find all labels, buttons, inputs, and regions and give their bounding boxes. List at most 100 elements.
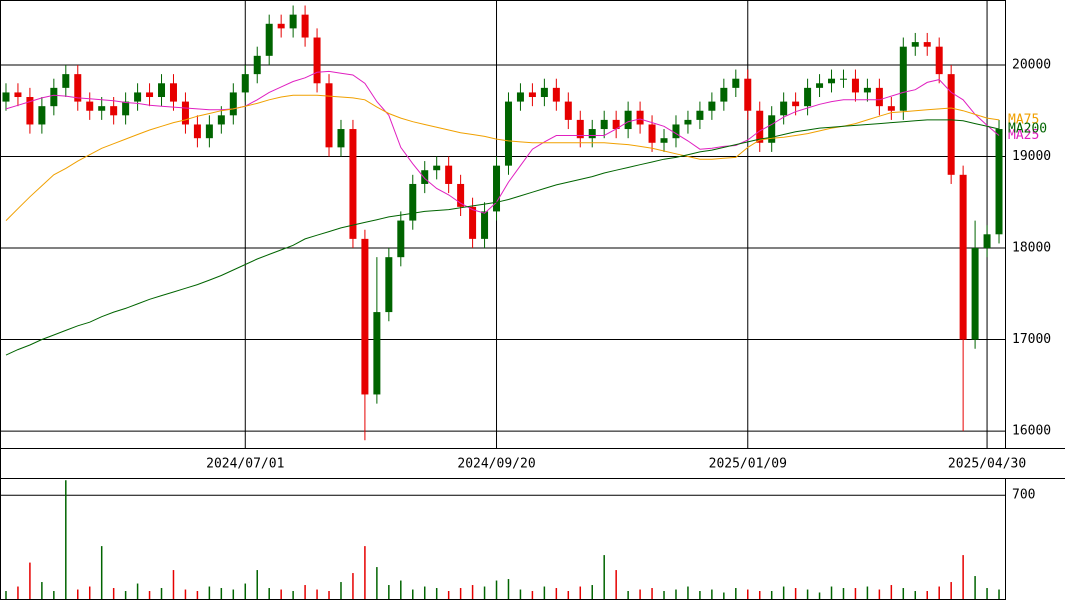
candle-body xyxy=(875,87,883,107)
candle-body xyxy=(277,23,285,29)
candle-body xyxy=(971,248,979,340)
volume-bar xyxy=(555,588,558,600)
candle-body xyxy=(397,220,405,258)
volume-bar xyxy=(890,585,893,600)
candle-body xyxy=(600,119,608,130)
moving-average-line xyxy=(5,119,1000,356)
volume-bar xyxy=(29,562,31,600)
candle-body xyxy=(158,83,166,98)
volume-bar xyxy=(711,589,713,600)
volume-bar xyxy=(842,588,845,600)
volume-bar xyxy=(998,589,1000,600)
candle-body xyxy=(349,129,357,239)
volume-bar xyxy=(914,591,917,600)
volume-bar xyxy=(77,589,79,600)
volume-bar xyxy=(579,586,582,600)
candle-body xyxy=(804,87,812,107)
volume-bar xyxy=(364,546,366,600)
volume-bar xyxy=(112,588,115,600)
marks xyxy=(2,5,1003,600)
candle-body xyxy=(828,78,836,84)
candle-body xyxy=(744,78,752,111)
volume-bar xyxy=(603,555,605,600)
candle-body xyxy=(110,106,118,116)
volume-bar xyxy=(938,586,940,600)
volume-bar xyxy=(866,586,869,600)
candle-body xyxy=(433,165,441,171)
candle-body xyxy=(768,115,776,143)
candle-body xyxy=(552,87,560,102)
volume-bar xyxy=(794,588,797,600)
volume-bar xyxy=(160,588,163,600)
y-tick-label: 16000 xyxy=(1012,424,1051,439)
volume-bar xyxy=(208,586,211,600)
volume-bar xyxy=(687,586,689,600)
volume-bar xyxy=(782,586,785,600)
volume-bar xyxy=(507,579,510,600)
candle-body xyxy=(636,110,644,125)
x-tick-label: 2024/07/01 xyxy=(206,457,284,472)
candle-body xyxy=(98,106,106,111)
volume-bar xyxy=(830,586,833,600)
candle-body xyxy=(863,87,871,93)
moving-average-line xyxy=(5,94,1000,221)
legend-label: MA200 xyxy=(1008,122,1047,137)
candle-body xyxy=(756,110,764,143)
x-tick-label: 2025/04/30 xyxy=(948,457,1026,472)
candle-body xyxy=(229,92,237,116)
volume-bar xyxy=(770,591,773,600)
volume-bar xyxy=(950,582,952,600)
y-tick-label: 17000 xyxy=(1012,332,1051,347)
candle-body xyxy=(409,183,417,221)
volume-bar xyxy=(878,589,881,600)
candle-body xyxy=(911,42,919,47)
candle-body xyxy=(959,174,967,340)
volume-bar xyxy=(758,591,761,600)
volume-bar xyxy=(340,582,342,600)
candle-body xyxy=(169,83,177,102)
volume-bar xyxy=(304,585,306,600)
candle-body xyxy=(648,124,656,143)
volume-bar xyxy=(651,588,653,600)
volume-bar xyxy=(256,570,258,600)
volume-bar xyxy=(818,592,821,600)
candle-body xyxy=(313,37,321,84)
candle-body xyxy=(493,165,501,212)
candle-body xyxy=(253,55,261,75)
volume-bar xyxy=(400,580,402,600)
candle-body xyxy=(62,74,70,88)
volume-bar xyxy=(220,588,223,600)
candle-body xyxy=(217,115,225,125)
volume-bar xyxy=(747,589,749,600)
candle-body xyxy=(385,257,393,313)
volume-bar xyxy=(543,586,546,600)
candle-body xyxy=(851,78,859,93)
candle-body xyxy=(122,101,130,116)
y-tick-label: 18000 xyxy=(1012,241,1051,256)
candle-body xyxy=(720,87,728,102)
candle-body xyxy=(696,110,704,120)
volume-bar xyxy=(447,591,450,600)
candle-body xyxy=(899,46,907,111)
candle-body xyxy=(38,106,46,125)
grid xyxy=(0,0,1005,496)
volume-bar xyxy=(806,589,809,600)
volume-bar xyxy=(172,570,175,600)
candle-body xyxy=(26,97,34,125)
volume-bar xyxy=(974,576,976,600)
legend-label: MA25 xyxy=(1008,128,1039,143)
candle-body xyxy=(983,234,991,249)
candle-body xyxy=(325,83,333,148)
volume-bar xyxy=(124,591,127,600)
candle-body xyxy=(289,14,297,29)
volume-bar xyxy=(244,583,247,600)
candle-body xyxy=(445,165,453,184)
volume-bar xyxy=(567,591,570,600)
labels: 16000 17000 18000 19000 20000 2024/07/01 2024/… xyxy=(206,57,1051,502)
candle-body xyxy=(504,101,512,166)
volume-bar xyxy=(268,588,270,600)
candle-body xyxy=(540,87,548,98)
x-tick-label: 2025/01/09 xyxy=(709,457,787,472)
candle-body xyxy=(337,129,345,148)
candle-body xyxy=(265,23,273,56)
